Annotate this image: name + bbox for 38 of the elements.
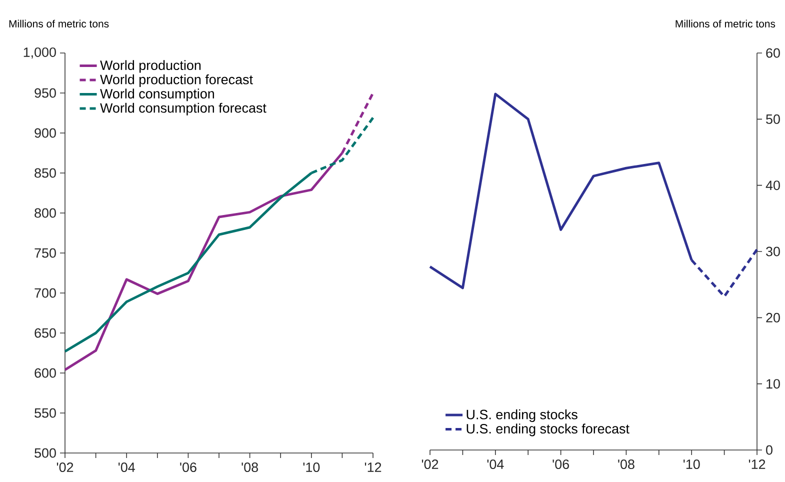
y2-axis-title: Millions of metric tons [676,20,776,28]
legend-label: World consumption [100,88,214,102]
y-tick-label: 900 [34,128,56,138]
y-tick-label: 1,000 [24,47,56,59]
y2-tick-label: 50 [766,114,780,124]
y-tick-label: 550 [34,408,56,418]
y-tick-label: 850 [34,168,56,178]
y2-tick-label: 0 [766,445,772,455]
y-tick-label: 800 [34,208,56,218]
y-tick-label: 500 [34,448,56,458]
y-tick-label: 600 [34,368,56,378]
x-tick-label: '12 [364,462,382,472]
x-tick-label: '04 [118,462,135,472]
y-tick-label: 700 [34,288,56,298]
x-tick-label: '02 [56,462,74,472]
x-tick-label: '06 [180,462,196,472]
legend-label: World production [100,60,201,73]
x-tick-label: '12 [748,460,766,469]
legend-label: World production forecast [100,74,253,87]
y-tick-label: 750 [34,248,56,258]
x-tick-label: '04 [487,460,504,470]
y-tick-label: 650 [34,328,56,338]
x-tick-label: '10 [303,462,320,472]
y-axis-title: Millions of metric tons [9,20,109,28]
y2-tick-label: 60 [766,48,780,58]
legend-label: U.S. ending stocks [466,409,578,422]
x-tick-label: '10 [684,460,700,470]
legend-label: U.S. ending stocks forecast [466,424,630,436]
x-tick-label: '02 [422,460,438,470]
x-tick-label: '08 [242,462,258,472]
x-tick-label: '06 [552,460,569,470]
y-tick-label: 950 [34,88,56,98]
legend-label: World consumption forecast [100,102,266,116]
y2-tick-label: 30 [766,246,780,256]
y2-tick-label: 40 [766,180,780,190]
x-tick-label: '08 [618,460,634,470]
y2-tick-label: 20 [766,312,780,322]
y2-tick-label: 10 [766,379,780,389]
